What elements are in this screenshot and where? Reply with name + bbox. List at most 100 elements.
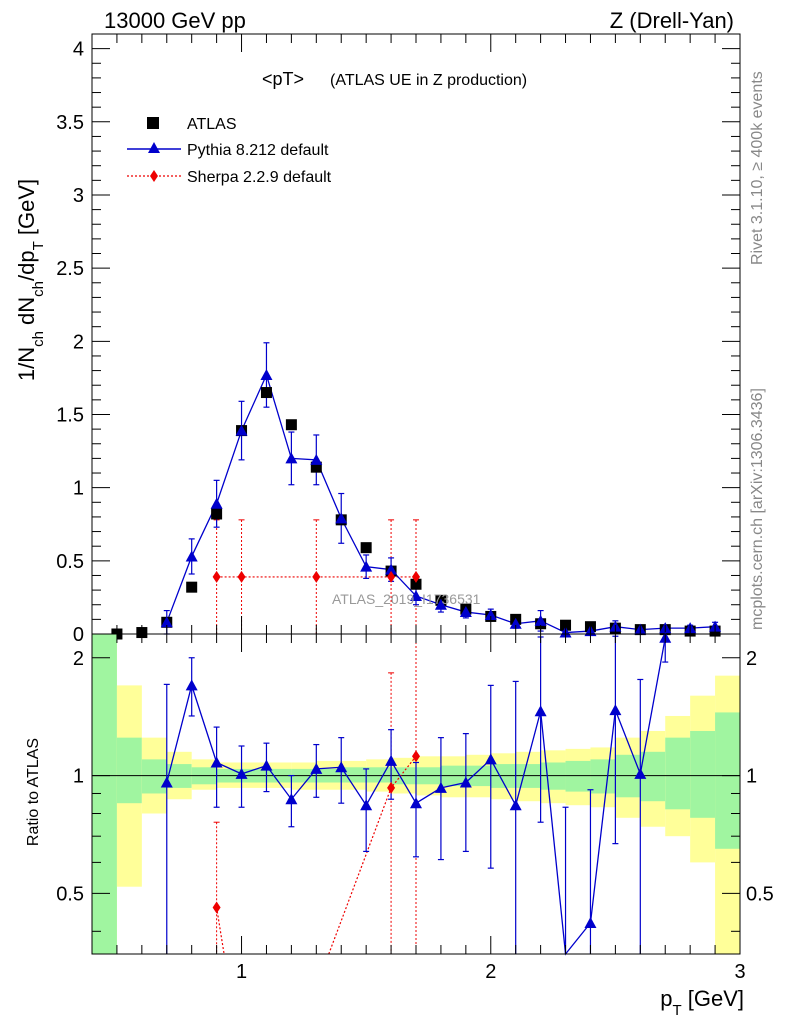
- atlas-point: [310, 461, 322, 473]
- analysis-watermark: ATLAS_2019_I1736531: [332, 591, 481, 607]
- plot-title-main: <pT>: [262, 69, 304, 89]
- pythia-point: [260, 368, 273, 380]
- pythia-point: [509, 617, 522, 629]
- header-left: 13000 GeV pp: [104, 8, 246, 33]
- legend-atlas-marker: [147, 117, 159, 129]
- main-ytick-label: 1.5: [56, 404, 84, 426]
- pythia-point: [385, 563, 398, 575]
- ratio-ytick-label-right: 1: [746, 766, 757, 788]
- ratio-band-green: [116, 737, 142, 804]
- atlas-point: [285, 419, 297, 431]
- pythia-ratio-point: [484, 753, 497, 765]
- pythia-point: [534, 614, 547, 626]
- main-ytick-label: 4: [73, 39, 84, 61]
- main-ytick-label: 2: [73, 331, 84, 353]
- pythia-point: [484, 608, 497, 620]
- pythia-ratio-point: [634, 767, 647, 779]
- x-axis-label: pT [GeV]: [660, 986, 744, 1019]
- main-ytick-label: 1: [73, 478, 84, 500]
- pythia-point: [285, 452, 298, 464]
- atlas-point: [211, 508, 223, 520]
- atlas-point: [360, 542, 372, 554]
- sherpa-ratio-line: [216, 907, 225, 955]
- side-label-rivet: Rivet 3.1.10, ≥ 400k events: [749, 71, 766, 265]
- legend-sherpa-label: Sherpa 2.2.9 default: [187, 169, 332, 186]
- main-ylabel: 1/Nch dNch/dpT [GeV]: [14, 179, 47, 381]
- sherpa-ratio-point: [387, 781, 396, 794]
- pythia-point: [335, 512, 348, 524]
- ratio-band-green: [690, 730, 716, 818]
- sherpa-ratio-point: [412, 750, 420, 763]
- ratio-ytick-label: 2: [73, 648, 84, 670]
- main-ytick-label: 3.5: [56, 112, 84, 134]
- pythia-point: [185, 550, 198, 562]
- sherpa-point: [237, 570, 246, 583]
- ratio-band-green: [341, 767, 367, 783]
- pythia-point: [310, 453, 323, 465]
- main-ytick-label: 0: [73, 624, 84, 646]
- ratio-ytick-label: 1: [73, 766, 84, 788]
- main-plot: 0 0.5 1 1.5 2 2.5 3 3.5 4 <pT> (ATLAS UE in Z pr…: [14, 33, 741, 646]
- ratio-band-green: [665, 737, 691, 810]
- pythia-ratio-point: [534, 705, 547, 717]
- pythia-ratio-point: [609, 704, 622, 716]
- ratio-ytick-label: 0.5: [56, 883, 84, 905]
- pythia-point: [235, 424, 248, 436]
- pythia-point: [434, 598, 447, 610]
- main-ytick-label: 0.5: [56, 551, 84, 573]
- pythia-ratio-point: [310, 762, 323, 774]
- ratio-ytick-label-right: 0.5: [746, 883, 774, 905]
- atlas-point: [186, 581, 198, 593]
- legend-atlas-label: ATLAS: [187, 116, 237, 133]
- ratio-band-green: [715, 712, 740, 849]
- pythia-ratio-point: [509, 799, 522, 811]
- ratio-ytick-label-right: 2: [746, 648, 757, 670]
- main-ytick-label: 2.5: [56, 258, 84, 280]
- ratio-band-green: [540, 762, 566, 790]
- pythia-point: [210, 497, 223, 509]
- legend-pythia-label: Pythia 8.212 default: [187, 142, 329, 159]
- pythia-ratio-point: [434, 781, 447, 793]
- pythia-ratio-point: [235, 767, 248, 779]
- pythia-point: [360, 560, 373, 572]
- ratio-band-green: [366, 767, 392, 783]
- ratio-band-green: [590, 759, 616, 794]
- pythia-ratio-point: [210, 756, 223, 768]
- pythia-ratio-point: [160, 776, 173, 788]
- sherpa-point: [412, 570, 420, 583]
- sherpa-point: [212, 570, 221, 583]
- ratio-plot: 1 2 3 0.5 0.5 1 1 2 2 Ratio to ATLAS: [25, 631, 774, 983]
- ratio-ylabel: Ratio to ATLAS: [25, 738, 42, 846]
- sherpa-point: [312, 570, 321, 583]
- header-right: Z (Drell-Yan): [610, 8, 734, 33]
- pythia-ratio-point: [335, 761, 348, 773]
- pythia-ratio-point: [385, 754, 398, 766]
- legend-pythia-marker: [148, 142, 160, 153]
- pythia-ratio-point: [459, 776, 472, 788]
- pythia-ratio-point: [360, 799, 373, 811]
- legend-sherpa-marker: [150, 170, 158, 182]
- pythia-ratio-point: [185, 679, 198, 691]
- ratio-xtick-label: 3: [734, 961, 745, 983]
- pythia-point: [459, 606, 472, 618]
- pythia-ratio-point: [410, 797, 422, 809]
- ratio-band-green: [92, 634, 117, 954]
- atlas-point: [260, 387, 272, 399]
- ratio-band-green: [565, 760, 591, 792]
- pythia-ratio-point: [584, 917, 597, 929]
- sherpa-point: [387, 570, 396, 583]
- plot-title-sub: (ATLAS UE in Z production): [330, 72, 527, 89]
- ratio-xtick-label: 1: [236, 961, 247, 983]
- pythia-point: [410, 589, 422, 601]
- pythia-ratio-point: [260, 759, 273, 771]
- main-ytick-label: 3: [73, 185, 84, 207]
- legend: ATLAS Pythia 8.212 default Sherpa 2.2.9 …: [127, 116, 332, 186]
- atlas-point: [410, 578, 422, 590]
- side-label-mcplots: mcplots.cern.ch [arXiv:1306.3436]: [749, 388, 766, 630]
- pythia-point: [160, 616, 173, 628]
- ratio-xtick-label: 2: [485, 961, 496, 983]
- pythia-ratio-point: [285, 793, 298, 805]
- ratio-band-green: [141, 759, 167, 794]
- sherpa-ratio-point: [212, 901, 221, 914]
